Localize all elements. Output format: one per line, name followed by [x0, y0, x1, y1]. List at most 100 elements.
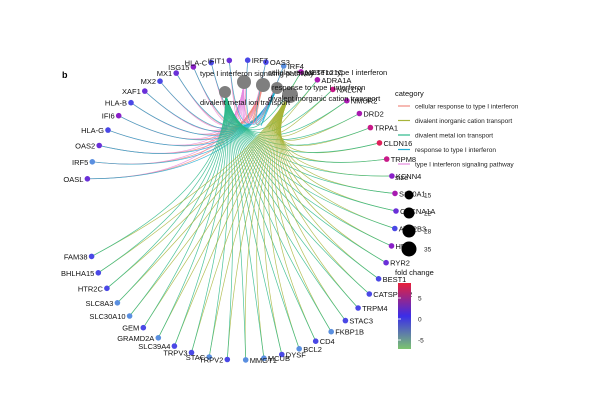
gene-label-hla-c: HLA-C	[185, 59, 208, 68]
edge-gramd2a-divalent-inorganic-cation-transport	[157, 94, 291, 338]
gene-node-cldn16	[376, 140, 383, 146]
gene-node-mcub	[261, 355, 267, 362]
gene-node-ifit1	[226, 57, 233, 64]
term-label-divalent-metal-ion-transport: divalent metal ion transport	[200, 98, 291, 107]
gene-node-mx1	[173, 70, 179, 76]
edge-stac3-divalent-metal-ion-transport	[224, 91, 346, 321]
size-legend-dot-28	[402, 224, 416, 238]
term-label-divalent-inorganic-cation-transport: divalent inorganic cation transport	[268, 94, 381, 103]
edge-mmgt1-divalent-metal-ion-transport	[224, 91, 247, 360]
edge-slc8a3-divalent-metal-ion-transport	[117, 91, 226, 304]
gene-label-mx2: MX2	[141, 77, 156, 86]
category-legend-label-divalent-metal-ion-transport: divalent metal ion transport	[415, 133, 493, 140]
term-node-cellular-response-to-type-i-interferon	[256, 78, 270, 92]
gene-node-htr2c	[104, 285, 110, 292]
term-nodes	[219, 75, 298, 103]
gene-node-trpm8	[383, 156, 390, 162]
size-legend-label-15: 15	[424, 193, 432, 200]
gene-node-bhlha15	[95, 270, 102, 276]
gene-node-trpm4	[355, 305, 361, 311]
gene-label-cd4: CD4	[320, 337, 335, 346]
edge-dysf-divalent-metal-ion-transport	[224, 91, 283, 355]
gene-node-mettl21c	[298, 69, 304, 75]
gene-node-gem	[140, 324, 147, 331]
gene-node-hla-g	[105, 127, 111, 133]
gene-label-dysf: DYSF	[286, 351, 306, 360]
edge-fkbp1b-divalent-metal-ion-transport	[224, 91, 332, 332]
gene-node-adra1a	[314, 77, 321, 83]
gene-label-bcl2: BCL2	[303, 345, 322, 354]
gene-node-best1	[375, 276, 382, 282]
edge-gem-divalent-metal-ion-transport	[143, 91, 227, 328]
term-label-type-i-interferon-signaling-pathway: type I interferon signaling pathway	[200, 69, 314, 78]
gene-label-gem: GEM	[122, 324, 139, 333]
gene-node-slc30a10	[126, 313, 133, 319]
gene-node-stac	[206, 354, 212, 360]
term-node-divalent-metal-ion-transport	[219, 86, 231, 98]
gene-node-nmur2	[344, 97, 350, 104]
gene-label-nmur2: NMUR2	[351, 97, 378, 106]
category-legend-label-type-i-interferon-signaling-pathway: type I interferon signaling pathway	[415, 162, 514, 169]
gene-label-nalcn: NALCN	[337, 85, 362, 94]
gene-label-slc8a3: SLC8A3	[85, 299, 113, 308]
gene-node-dysf	[279, 351, 285, 358]
edge-cd4-divalent-metal-ion-transport	[224, 91, 317, 342]
edge-trpv3-divalent-metal-ion-transport	[191, 91, 229, 353]
gene-label-mcub: MCUB	[268, 354, 290, 363]
gene-node-s100a1	[392, 190, 398, 197]
gene-label-best1: BEST1	[383, 275, 407, 284]
panel-letter: b	[62, 70, 68, 80]
size-legend-dot-22	[403, 207, 415, 219]
gene-label-irf4: IRF4	[288, 62, 304, 71]
term-labels: type I interferon signaling pathwaycellu…	[200, 68, 387, 107]
gene-node-fkbp1b	[328, 328, 335, 335]
gene-node-hrc	[388, 243, 395, 249]
gene-label-fam38: FAM38	[64, 252, 88, 261]
gene-nodes	[84, 57, 399, 363]
gene-label-drd2: DRD2	[363, 110, 383, 119]
gene-node-ryr2	[383, 259, 389, 266]
gene-node-hla-c	[208, 59, 214, 66]
gene-label-mmgt1: MMGT1	[250, 356, 277, 365]
gene-label-isg15: ISG15	[168, 63, 189, 72]
edge-mcub-divalent-metal-ion-transport	[224, 91, 265, 359]
edge-fkbp1b-divalent-inorganic-cation-transport	[274, 94, 332, 332]
gene-label-catsper2: CATSPER2	[373, 290, 412, 299]
gene-node-trpa1	[367, 124, 374, 131]
gene-node-stac3	[342, 317, 349, 324]
size-legend-label-35: 35	[424, 247, 432, 254]
gene-label-fkbp1b: FKBP1B	[335, 328, 364, 337]
edge-slc39a4-divalent-inorganic-cation-transport	[174, 94, 291, 347]
size-legend-dot-15	[404, 190, 414, 200]
edge-slc30a10-divalent-inorganic-cation-transport	[129, 94, 291, 317]
edge-bcl2-divalent-inorganic-cation-transport	[268, 94, 300, 349]
gene-label-stac: STAC	[186, 353, 206, 362]
gene-label-trpm8: TRPM8	[391, 155, 416, 164]
gene-node-gramd2a	[155, 335, 162, 341]
gene-node-oas2	[96, 142, 102, 149]
gene-label-trpv2: TRPV2	[199, 356, 223, 365]
category-legend-label-divalent-inorganic-cation-transport: divalent inorganic cation transport	[415, 118, 512, 125]
network-edges	[87, 60, 397, 360]
term-label-cellular-response-to-type-i-interferon: cellular response to type I interferon	[268, 68, 387, 77]
fold-change-tick-label: -5	[418, 338, 424, 345]
gene-node-drd2	[356, 110, 363, 117]
gene-label-ifit1: IFIT1	[208, 56, 226, 65]
edge-dysf-divalent-inorganic-cation-transport	[263, 94, 291, 355]
edge-trpv2-divalent-inorganic-cation-transport	[226, 94, 291, 360]
term-node-type-i-interferon-signaling-pathway	[237, 75, 251, 89]
gene-node-hla-b	[128, 99, 134, 106]
gene-node-isg15	[190, 64, 197, 70]
size-legend-title: size	[395, 173, 408, 182]
gene-label-irf5: IRF5	[72, 158, 88, 167]
fold-change-colorbar	[398, 283, 411, 349]
gene-label-oasl: OASL	[63, 175, 83, 184]
edge-trpv3-divalent-inorganic-cation-transport	[191, 94, 291, 353]
edge-cd4-divalent-inorganic-cation-transport	[271, 94, 317, 342]
edge-gramd2a-divalent-metal-ion-transport	[157, 91, 227, 338]
gene-label-kcnn4: KCNN4	[396, 172, 421, 181]
edge-slc39a4-divalent-metal-ion-transport	[174, 91, 228, 347]
gene-node-fam38	[88, 253, 95, 260]
gene-node-irf7	[244, 57, 251, 63]
